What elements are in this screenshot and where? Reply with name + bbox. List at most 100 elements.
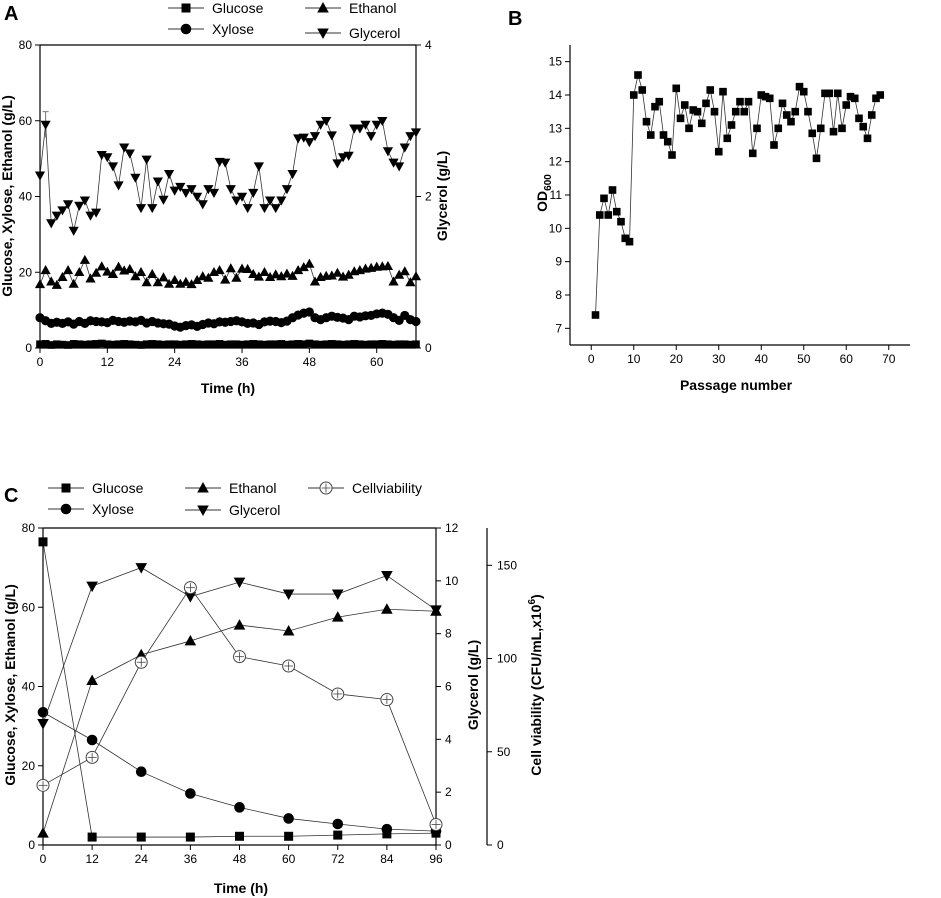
panel-a-y-tick-label: 0 — [25, 341, 32, 355]
panel-a-glycerol-point — [135, 204, 147, 214]
panel-a-glucose-point — [142, 340, 151, 349]
panel-a-glycerol-point — [315, 120, 326, 130]
panel-b-od600-point — [612, 207, 621, 216]
panel-a-glucose-point — [210, 340, 218, 349]
panel-a-ethanol-point — [186, 279, 197, 289]
panel-a-x-tick-label: 48 — [303, 355, 317, 369]
panel-a-ethanol-point — [40, 265, 51, 275]
panel-a-legend-marker — [180, 23, 192, 35]
panel-b-od600-point — [689, 106, 698, 114]
panel-a-glucose-point — [316, 340, 325, 349]
panel-b-od600-point — [655, 97, 664, 106]
panel-a-legend-marker — [317, 2, 329, 13]
panel-a-glucose-point — [215, 340, 224, 348]
panel-a-glycerol-point — [74, 201, 85, 211]
panel-b-od600-point — [731, 107, 740, 116]
panel-c-legend-label: Glucose — [92, 480, 144, 496]
panel-c-x-tick-label: 60 — [282, 852, 296, 866]
panel-a-ethanol-point — [68, 278, 79, 288]
panel-a-ethanol-point — [309, 276, 321, 286]
panel-a-glycerol-point — [371, 120, 382, 130]
panel-a-glucose-point — [103, 340, 112, 349]
panel-c-x-tick-label: 12 — [85, 852, 99, 866]
panel-a-glucose-point — [227, 340, 235, 349]
panel-a-glucose-point — [384, 340, 392, 349]
panel-b-x-tick-label: 0 — [588, 352, 595, 366]
panel-c-xylose-point — [332, 818, 344, 830]
panel-a-glycerol-point — [242, 204, 253, 214]
panel-a-glycerol-point — [186, 185, 197, 195]
panel-a-glucose-point — [114, 340, 123, 349]
panel-a-ethanol-point — [253, 271, 264, 281]
panel-a-glycerol-point — [175, 182, 186, 192]
panel-a-glucose-point — [328, 340, 336, 348]
panel-b-od600-point — [829, 127, 838, 136]
panel-c-glycerol-point — [37, 718, 49, 730]
panel-b-od600-point — [859, 122, 868, 131]
panel-a-glycerol-point — [259, 204, 270, 214]
panel-b-od600-point — [804, 107, 812, 116]
panel-a-glycerol-point — [91, 208, 102, 218]
panel-a-glycerol-point — [102, 153, 113, 163]
panel-a-ethanol-point — [276, 271, 287, 281]
panel-b-od600-point — [663, 137, 672, 146]
panel-a-glucose-point — [58, 340, 67, 349]
panel-c-glucose-point — [87, 832, 97, 842]
panel-b-od600-point — [757, 91, 766, 99]
panel-c-y-axis-title: Glucose, Xylose, Ethanol (g/L) — [2, 584, 18, 785]
panel-a-legend-item: Xylose — [168, 21, 254, 37]
panel-b-od600-point — [693, 107, 702, 116]
panel-a-glycerol-point — [68, 226, 79, 236]
panel-b-od600-point — [668, 151, 676, 159]
panel-a-glucose-point — [86, 340, 95, 349]
panel-a-glucose-point — [36, 340, 44, 349]
panel-a-glycerol-point — [332, 159, 343, 169]
panel-a-glycerol-point — [40, 120, 51, 130]
panel-a-glucose-point — [322, 340, 331, 349]
panel-a-ethanol-point — [203, 272, 214, 282]
panel-c-cellviability-point — [331, 687, 345, 701]
panel-a-ethanol-point — [124, 263, 135, 274]
panel-a-glucose-point — [165, 340, 173, 349]
panel-a-glycerol-point — [57, 206, 68, 216]
panel-a-ethanol-point — [46, 276, 57, 286]
panel-c-x-axis-title: Time (h) — [214, 880, 268, 896]
panel-a-glucose-point — [204, 340, 213, 349]
panel-a-xylose-point — [411, 316, 421, 327]
panel-c-glucose-point — [136, 832, 146, 842]
panel-b-od600-point — [753, 124, 761, 133]
panel-a-glucose-point — [294, 340, 302, 348]
panel-b-od600-line — [595, 74, 881, 316]
panel-a-glucose-point — [412, 340, 420, 349]
panel-c-ethanol-point — [331, 611, 344, 622]
panel-c-y-tick-label: 60 — [22, 600, 36, 614]
panel-a-glucose-point — [97, 339, 106, 348]
panel-a-y-tick-label: 40 — [19, 190, 33, 204]
panel-a-glycerol-point — [304, 138, 315, 148]
panel-a-ethanol-point — [96, 261, 107, 271]
panel-c-legend-marker — [319, 481, 333, 495]
panel-c-y2-tick-label: 4 — [445, 732, 452, 746]
panel-a-ethanol-point — [281, 268, 293, 278]
panel-a-legend-label: Glucose — [212, 0, 264, 16]
panel-a-glucose-point — [406, 340, 415, 349]
panel-b-od600-point — [872, 94, 880, 103]
panel-a-ethanol-point — [163, 278, 175, 288]
panel-a-ethanol-point — [242, 263, 253, 274]
panel-a-xylose-point — [304, 307, 314, 317]
panel-a-ethanol-point — [298, 262, 309, 272]
panel-c-y2-tick-label: 2 — [445, 785, 452, 799]
panel-a-legend-item: Glycerol — [305, 25, 400, 41]
panel-a-glucose-point — [232, 340, 241, 349]
panel-a-glycerol-point — [231, 196, 242, 206]
panel-a-glycerol-point — [236, 192, 248, 202]
panel-b-od600-point — [710, 107, 719, 116]
panel-c-x-tick-label: 0 — [40, 852, 47, 866]
panel-a-glycerol-point — [141, 155, 152, 165]
panel-a-legend-label: Xylose — [212, 21, 254, 37]
panel-a-legend-marker — [317, 28, 329, 39]
panel-b-y-axis-title: OD600 — [534, 174, 554, 212]
panel-a-glucose-point — [159, 340, 168, 349]
panel-a-glucose-point — [350, 340, 359, 348]
panel-a-glucose-point — [41, 340, 50, 348]
